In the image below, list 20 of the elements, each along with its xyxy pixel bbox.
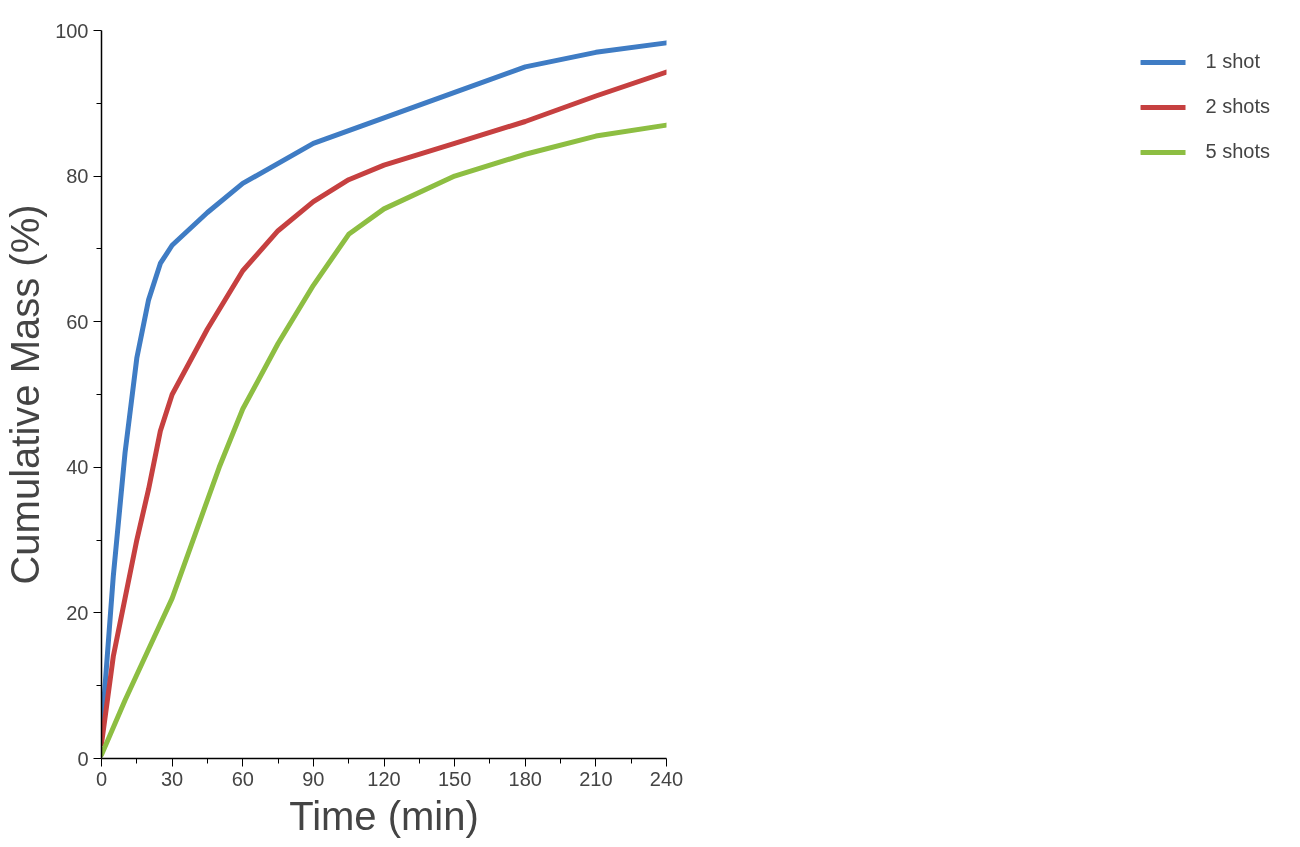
- legend-label: 1 shot: [1205, 50, 1260, 73]
- y-tick-label: 100: [55, 19, 89, 42]
- x-tick-label: 150: [437, 767, 472, 790]
- y-tick-label: 40: [66, 456, 89, 479]
- legend-label: 2 shots: [1205, 95, 1270, 118]
- x-tick-label: 0: [95, 767, 108, 790]
- legend-label: 5 shots: [1205, 140, 1270, 163]
- y-tick-label: 80: [66, 165, 89, 188]
- x-tick-label: 90: [302, 767, 325, 790]
- x-tick-label: 120: [367, 767, 401, 790]
- y-tick-label: 0: [77, 747, 89, 770]
- y-axis-title: Cumulative Mass (%): [3, 204, 48, 585]
- x-tick-label: 30: [161, 767, 184, 790]
- x-tick-label: 240: [649, 767, 684, 790]
- y-tick-label: 60: [66, 310, 89, 333]
- x-tick-label: 60: [231, 767, 254, 790]
- x-axis-title: Time (min): [289, 793, 479, 838]
- x-tick-label: 210: [579, 767, 613, 790]
- y-tick-label: 20: [66, 601, 89, 624]
- x-tick-label: 180: [508, 767, 542, 790]
